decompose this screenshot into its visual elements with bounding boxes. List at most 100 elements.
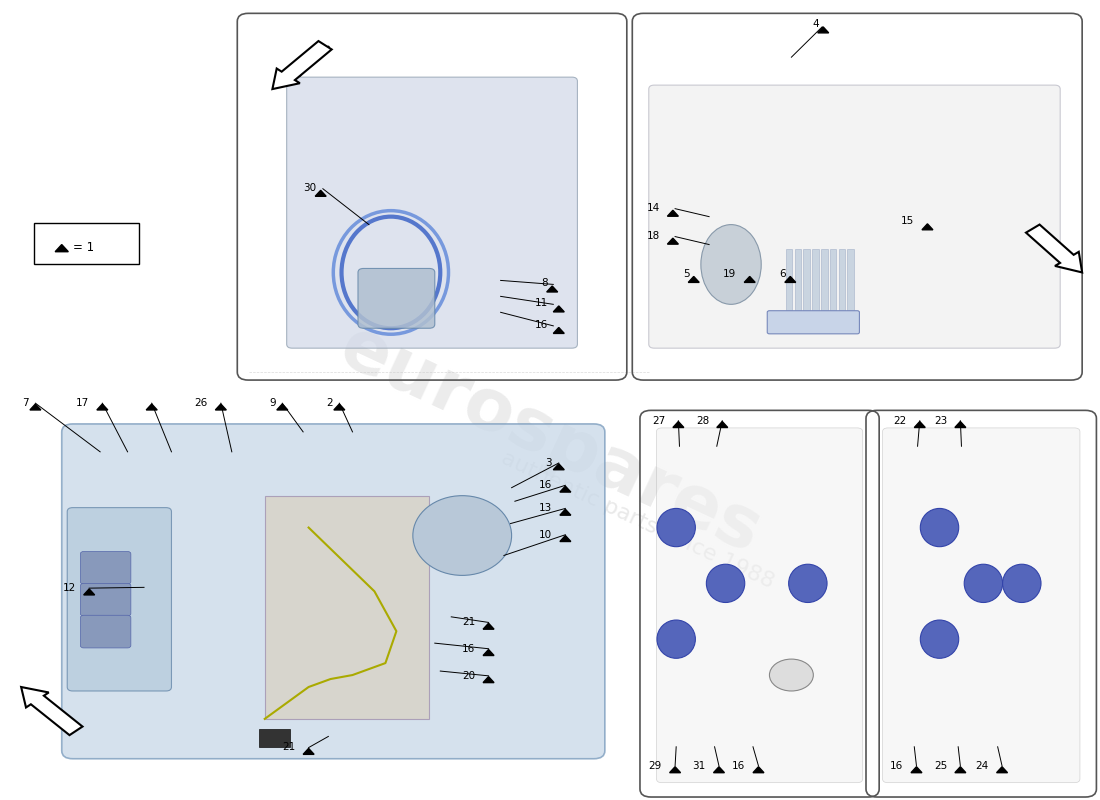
Ellipse shape [657,620,695,658]
FancyBboxPatch shape [34,223,139,265]
Polygon shape [84,589,95,595]
Text: 31: 31 [693,761,706,770]
FancyBboxPatch shape [358,269,434,328]
Text: 6: 6 [779,269,785,279]
Polygon shape [304,748,315,754]
Polygon shape [553,464,564,470]
Text: 18: 18 [647,230,660,241]
Polygon shape [273,41,332,89]
Text: 25: 25 [934,761,947,770]
Text: 17: 17 [76,398,89,408]
Polygon shape [97,404,108,410]
Polygon shape [146,404,157,410]
Bar [829,249,836,320]
Ellipse shape [701,225,761,304]
Text: 16: 16 [890,761,903,770]
Bar [821,249,827,320]
Bar [265,496,429,719]
Polygon shape [277,404,288,410]
Text: authentic parts since 1988: authentic parts since 1988 [498,447,778,592]
Text: 8: 8 [541,278,548,288]
FancyBboxPatch shape [67,508,172,691]
Polygon shape [668,238,679,244]
Bar [794,249,801,320]
Text: 15: 15 [901,216,914,226]
Ellipse shape [412,496,512,575]
Ellipse shape [657,509,695,546]
Text: 10: 10 [539,530,552,539]
Text: 23: 23 [934,415,947,426]
Polygon shape [717,422,728,427]
Polygon shape [30,404,41,410]
FancyBboxPatch shape [62,424,605,758]
Ellipse shape [706,564,745,602]
Ellipse shape [789,564,827,602]
Text: 5: 5 [683,269,690,279]
FancyBboxPatch shape [767,310,859,334]
Text: 16: 16 [733,761,746,770]
Bar [803,249,810,320]
Text: eurospares: eurospares [329,312,771,568]
Polygon shape [560,535,571,542]
FancyBboxPatch shape [882,428,1080,782]
Text: 7: 7 [22,398,29,408]
Polygon shape [668,210,679,216]
Text: 9: 9 [270,398,276,408]
Polygon shape [333,404,344,410]
Polygon shape [689,277,700,282]
Polygon shape [560,486,571,492]
Polygon shape [955,766,966,773]
FancyBboxPatch shape [80,583,131,616]
Text: 30: 30 [304,182,317,193]
Text: 27: 27 [652,415,666,426]
Text: 13: 13 [539,503,552,514]
Polygon shape [997,766,1008,773]
Text: 19: 19 [724,269,737,279]
Text: 24: 24 [976,761,989,770]
Bar [785,249,792,320]
Polygon shape [784,277,795,282]
Polygon shape [714,766,725,773]
FancyBboxPatch shape [657,428,862,782]
Polygon shape [745,277,756,282]
Ellipse shape [965,564,1002,602]
Text: 28: 28 [696,415,710,426]
Polygon shape [914,422,925,427]
Ellipse shape [921,509,959,546]
Bar [260,730,290,746]
Polygon shape [955,422,966,427]
Polygon shape [316,190,327,196]
Text: 16: 16 [462,643,475,654]
Circle shape [769,659,813,691]
Text: 22: 22 [893,415,906,426]
FancyBboxPatch shape [80,615,131,648]
Ellipse shape [921,620,959,658]
Polygon shape [21,687,82,735]
Polygon shape [55,245,68,252]
Polygon shape [553,327,564,334]
Polygon shape [670,766,681,773]
Polygon shape [553,306,564,312]
Polygon shape [673,422,684,427]
Polygon shape [560,510,571,515]
Text: 21: 21 [462,618,475,627]
Text: 21: 21 [283,742,296,752]
Text: 16: 16 [539,480,552,490]
Polygon shape [911,766,922,773]
Bar [838,249,845,320]
Polygon shape [922,224,933,230]
FancyBboxPatch shape [649,85,1060,348]
Text: 12: 12 [63,583,76,593]
Text: 2: 2 [326,398,332,408]
Polygon shape [216,404,227,410]
Text: 20: 20 [462,670,475,681]
Ellipse shape [1002,564,1041,602]
Polygon shape [483,650,494,655]
Polygon shape [483,623,494,630]
Text: = 1: = 1 [73,242,94,254]
Polygon shape [483,677,494,682]
Bar [847,249,854,320]
FancyBboxPatch shape [80,551,131,584]
Text: 3: 3 [546,458,552,468]
Polygon shape [754,766,764,773]
